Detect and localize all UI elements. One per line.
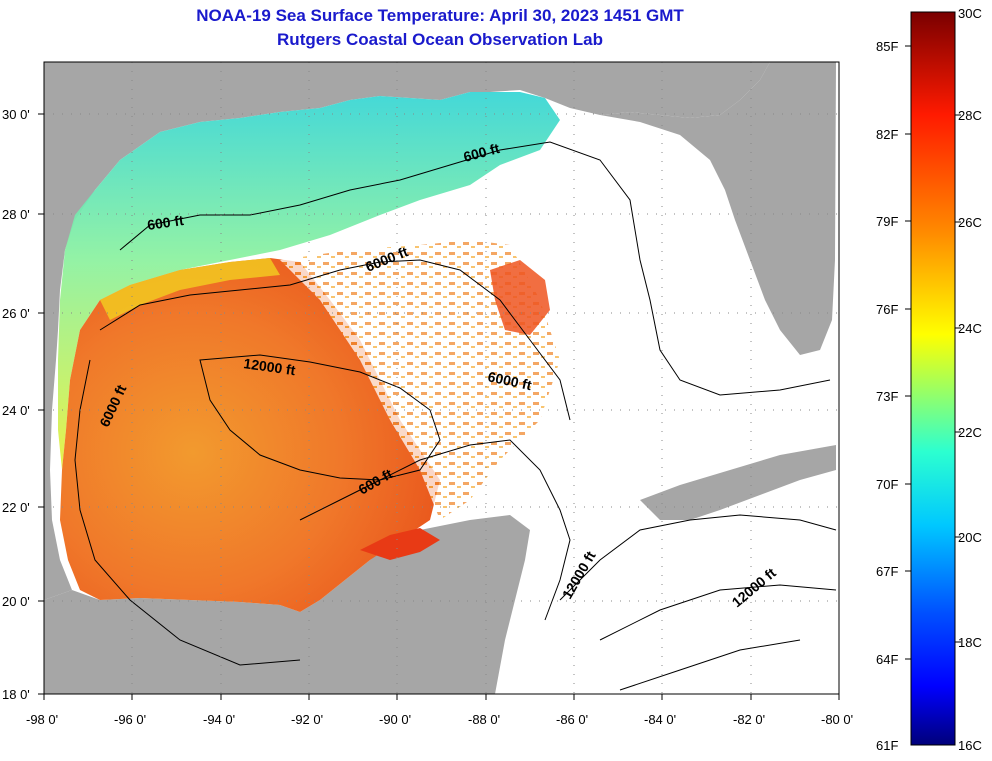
sst-coastal-shelf (58, 92, 560, 470)
contour-600ft-yucatan (299, 439, 571, 621)
fahrenheit-label: 67F (876, 564, 898, 579)
celsius-label: 22C (958, 425, 982, 440)
map-title: NOAA-19 Sea Surface Temperature: April 3… (196, 6, 684, 25)
color-scale-bar (910, 11, 956, 746)
lat-label: 30 0' (2, 107, 30, 122)
lat-label: 20 0' (2, 594, 30, 609)
lon-label: -80 0' (821, 712, 853, 727)
lon-label: -90 0' (379, 712, 411, 727)
sst-scattered-center (280, 240, 560, 520)
lat-label: 22 0' (2, 500, 30, 515)
bathymetry-contours (74, 141, 837, 691)
fahrenheit-label: 70F (876, 477, 898, 492)
celsius-label: 16C (958, 738, 982, 753)
celsius-label: 18C (958, 635, 982, 650)
lat-label: 28 0' (2, 207, 30, 222)
contour-6000ft (74, 259, 571, 666)
land-cuba (640, 445, 836, 520)
lon-label: -98 0' (26, 712, 58, 727)
land-us-gulf-coast (44, 62, 770, 600)
celsius-label: 26C (958, 215, 982, 230)
sst-yellow-band (100, 258, 280, 320)
fahrenheit-label: 82F (876, 127, 898, 142)
fahrenheit-label: 85F (876, 39, 898, 54)
map-area: 600 ft 600 ft 6000 ft 12000 ft 6000 ft 6… (2, 61, 853, 727)
contour-caribbean (559, 514, 837, 691)
lon-label: -94 0' (203, 712, 235, 727)
fahrenheit-label: 64F (876, 652, 898, 667)
lon-label: -86 0' (556, 712, 588, 727)
lat-label: 26 0' (2, 306, 30, 321)
contour-12000ft (199, 354, 441, 481)
lat-label: 18 0' (2, 687, 30, 702)
lon-label: -84 0' (644, 712, 676, 727)
graticule (44, 62, 839, 694)
map-subtitle: Rutgers Coastal Ocean Observation Lab (277, 30, 603, 49)
color-scale: 85F 82F 79F 76F 73F 70F 67F 64F 61F 30C … (876, 6, 982, 753)
contour-600ft-north (119, 141, 831, 396)
contour-label: 600 ft (146, 212, 185, 233)
lon-label: -96 0' (114, 712, 146, 727)
celsius-label: 20C (958, 530, 982, 545)
land-mexico-yucatan (44, 515, 530, 694)
lon-label: -88 0' (468, 712, 500, 727)
contour-label: 12000 ft (243, 355, 297, 378)
land-florida (600, 62, 836, 355)
map-frame (43, 61, 840, 695)
celsius-label: 30C (958, 6, 982, 21)
frame-ticks (38, 113, 840, 700)
celsius-label: 28C (958, 108, 982, 123)
lon-label: -82 0' (733, 712, 765, 727)
fahrenheit-label: 73F (876, 389, 898, 404)
sst-warm-patch-east (490, 260, 550, 335)
fahrenheit-label: 79F (876, 214, 898, 229)
fahrenheit-label: 61F (876, 738, 898, 753)
lat-label: 24 0' (2, 403, 30, 418)
lon-label: -92 0' (291, 712, 323, 727)
sst-warm-western-gulf (60, 258, 440, 612)
sst-red-yucatan-edge (360, 528, 440, 560)
fahrenheit-label: 76F (876, 302, 898, 317)
celsius-label: 24C (958, 321, 982, 336)
